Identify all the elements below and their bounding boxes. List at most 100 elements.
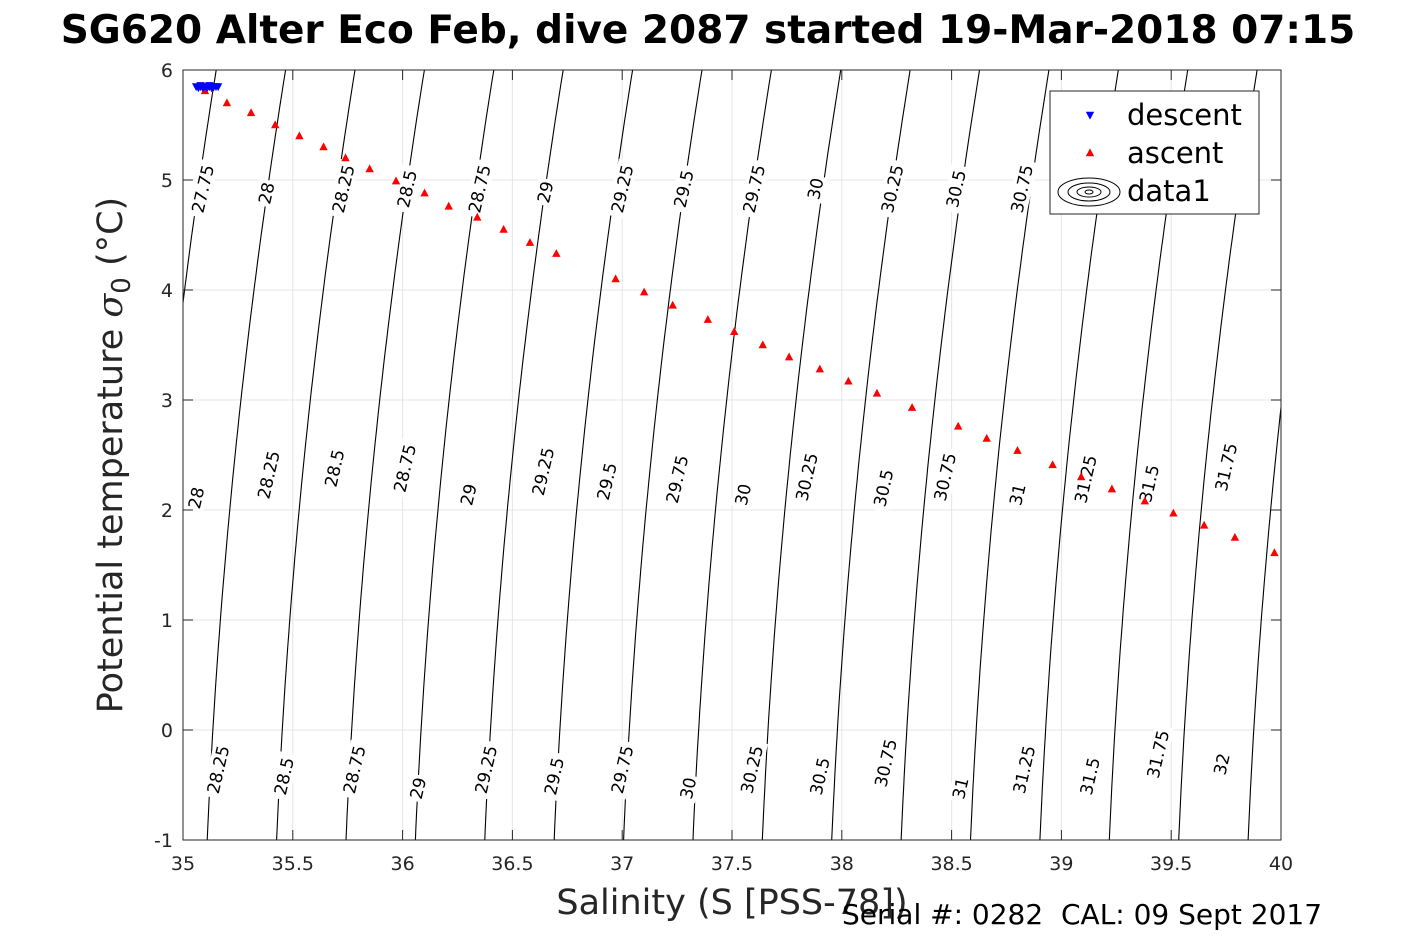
contour-label-background: [253, 178, 280, 209]
contour-label: 30.75: [869, 732, 902, 794]
legend-entry-label: data1: [1127, 174, 1211, 208]
contour-label-text: 30.25: [878, 163, 908, 215]
y-tick-label: 4: [161, 280, 173, 302]
contour-label-text: 30.5: [870, 468, 898, 509]
contour-label-background: [183, 482, 209, 514]
contour-label: 31: [947, 773, 974, 804]
ascent-point: [391, 176, 401, 185]
contour-label-text: 32: [1210, 752, 1234, 778]
contour-label: 30.75: [1005, 158, 1039, 219]
contour-label: 30.5: [868, 462, 899, 514]
contour-label: 29.5: [668, 163, 699, 214]
y-tick-label: -1: [154, 830, 173, 852]
contour-label-background: [1004, 479, 1031, 510]
contour-label-text: 31.75: [1212, 441, 1242, 493]
contour-label-background: [338, 739, 371, 800]
x-tick-label: 37.5: [711, 853, 753, 875]
contour-label-text: 28.25: [254, 449, 284, 501]
contour-label-text: 30.25: [738, 744, 768, 796]
contour-label: 28.5: [319, 443, 350, 494]
ascent-point: [444, 201, 453, 210]
y-tick-label: 3: [161, 390, 173, 412]
contour-label: 32: [1208, 748, 1235, 780]
contour-label-background: [730, 479, 756, 510]
contour-label-background: [675, 773, 701, 804]
legend-ascent-marker: [1085, 148, 1095, 157]
contour-label: 29.5: [539, 751, 570, 802]
contour-label: 30: [802, 173, 829, 204]
contour-label-background: [539, 751, 570, 802]
ascent-point: [1270, 548, 1279, 557]
y-axis-label: Potential temperature σ0 (°C): [91, 197, 137, 713]
contour-label: 30.5: [804, 751, 835, 802]
contour-label: 28.25: [201, 739, 234, 800]
ascent-point: [982, 433, 991, 442]
contour-label-text: 29.75: [740, 163, 770, 215]
ascent-point: [1048, 460, 1057, 469]
contour-label-background: [876, 158, 909, 219]
ascent-point: [729, 327, 739, 336]
contour-label: 31.25: [1007, 739, 1040, 800]
contour-label-background: [737, 158, 771, 219]
contour-label-text: 29.5: [671, 168, 699, 209]
contour-label-background: [940, 163, 972, 214]
contour-label-text: 28.75: [465, 163, 495, 215]
isopycnal-line: [969, 70, 1050, 840]
data-points: [191, 82, 1279, 557]
ascent-point: [295, 131, 304, 140]
contour-label-background: [928, 446, 962, 508]
contour-label: 29: [532, 176, 558, 208]
contour-label-background: [606, 739, 639, 800]
contour-label-background: [735, 739, 768, 800]
legend-box: [1049, 90, 1260, 215]
axes: 35 35.5 36 36.5 37 37.5 38 38.5 39 39.5 40 -1 0 1 2 3 4 5…: [154, 60, 1293, 875]
contour-label-background: [660, 449, 694, 510]
contour-label: 31: [1004, 479, 1031, 510]
x-tick-label: 40: [1269, 853, 1293, 875]
contour-label-background: [1005, 158, 1039, 219]
ascent-point: [784, 352, 794, 361]
ascent-point: [552, 249, 561, 257]
legend-entry-label: descent: [1127, 98, 1242, 132]
x-axis-label: Salinity (S [PSS-78]): [556, 883, 907, 923]
isopycnal-line: [1318, 70, 1396, 840]
contour-label: 28.75: [463, 158, 496, 219]
contour-label-background: [455, 479, 482, 510]
contour-label: 28.5: [391, 163, 423, 214]
ascent-point: [872, 388, 882, 397]
ascent-point: [1230, 532, 1240, 541]
ascent-point: [420, 188, 429, 197]
contour-label: 28.75: [338, 739, 371, 800]
ascent-point: [246, 108, 256, 117]
contour-label: 31.5: [1074, 751, 1105, 802]
contour-label-text: 28.75: [340, 744, 370, 796]
ascent-point: [499, 224, 508, 233]
x-tick-label: 38: [830, 853, 854, 875]
contour-label: 30.5: [940, 163, 972, 214]
contour-label-background: [1209, 437, 1243, 498]
contour-label-background: [388, 438, 421, 499]
contour-label: 30.75: [928, 446, 962, 508]
contour-label: 31.5: [1134, 458, 1165, 509]
contour-label: 29.25: [526, 441, 559, 502]
descent-point: [213, 83, 223, 92]
ascent-point: [341, 153, 350, 162]
x-tick-label: 38.5: [930, 853, 972, 875]
ascent-point: [815, 364, 825, 373]
y-tick-label: 1: [161, 610, 173, 632]
contour-label-text: 31.25: [1010, 744, 1040, 796]
contour-label: 31.75: [1141, 724, 1174, 785]
contour-label: 28.25: [252, 444, 285, 505]
contour-label-text: 28.5: [271, 756, 299, 797]
contour-label-text: 30: [732, 482, 756, 508]
x-tick-label: 39: [1049, 853, 1073, 875]
contour-label-background: [804, 751, 835, 802]
contour-label-background: [469, 739, 503, 800]
contour-label-text: 30: [677, 776, 701, 802]
contour-label-text: 28.5: [321, 448, 349, 489]
contour-label-background: [268, 751, 300, 802]
y-axis-label-sigma: σ: [91, 293, 131, 318]
contour-label-text: 29: [534, 180, 558, 206]
contour-label-text: 30.75: [1008, 163, 1038, 215]
